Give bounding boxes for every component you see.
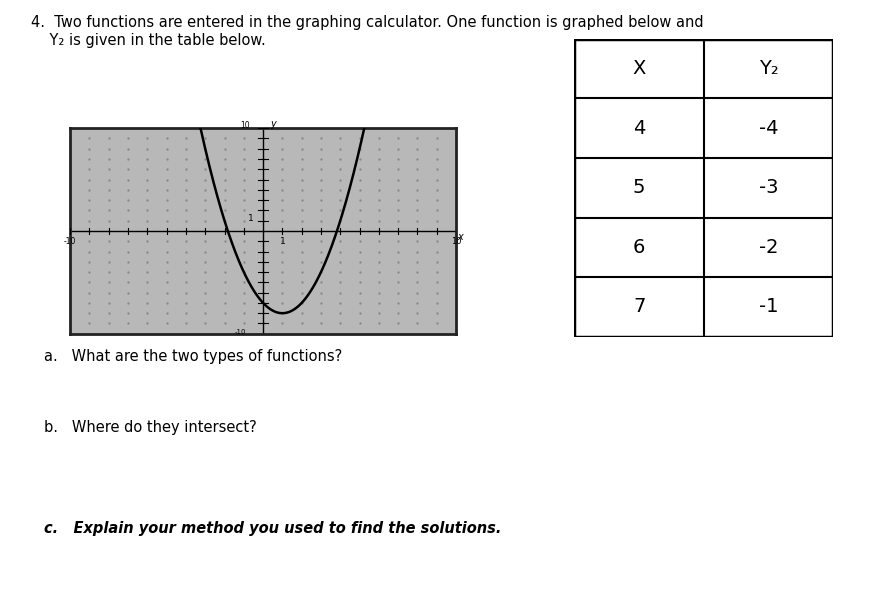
Text: ►: ► xyxy=(117,107,124,117)
Text: 4: 4 xyxy=(633,119,645,138)
Text: x: x xyxy=(457,232,463,242)
Text: 1: 1 xyxy=(280,237,285,246)
Text: X: X xyxy=(632,59,645,78)
Text: 7: 7 xyxy=(633,297,645,316)
Text: b.   Where do they intersect?: b. Where do they intersect? xyxy=(44,420,257,435)
Text: -10: -10 xyxy=(64,237,76,246)
Text: 10: 10 xyxy=(451,237,461,246)
Text: -1: -1 xyxy=(759,297,778,316)
Text: -2: -2 xyxy=(759,238,778,257)
Text: Y₂: Y₂ xyxy=(759,59,779,78)
Text: Y₂ is given in the table below.: Y₂ is given in the table below. xyxy=(31,33,266,48)
Text: -3: -3 xyxy=(759,178,778,197)
Text: ◄: ◄ xyxy=(78,107,85,117)
Text: ×: × xyxy=(437,107,446,117)
Text: 4.  Two functions are entered in the graphing calculator. One function is graphe: 4. Two functions are entered in the grap… xyxy=(31,15,703,30)
Text: 10: 10 xyxy=(240,121,250,130)
Text: 1: 1 xyxy=(247,214,253,223)
Text: -4: -4 xyxy=(759,119,778,138)
Text: •Unsaved ▽: •Unsaved ▽ xyxy=(217,107,279,117)
Text: ◄│: ◄│ xyxy=(410,107,421,116)
Text: a.   What are the two types of functions?: a. What are the two types of functions? xyxy=(44,349,342,364)
Text: -10: -10 xyxy=(234,329,246,335)
Text: 5: 5 xyxy=(633,178,645,197)
Text: y: y xyxy=(270,119,275,129)
Text: 6: 6 xyxy=(633,238,645,257)
Text: c.   Explain your method you used to find the solutions.: c. Explain your method you used to find … xyxy=(44,522,502,536)
Text: 1.1: 1.1 xyxy=(96,107,112,117)
